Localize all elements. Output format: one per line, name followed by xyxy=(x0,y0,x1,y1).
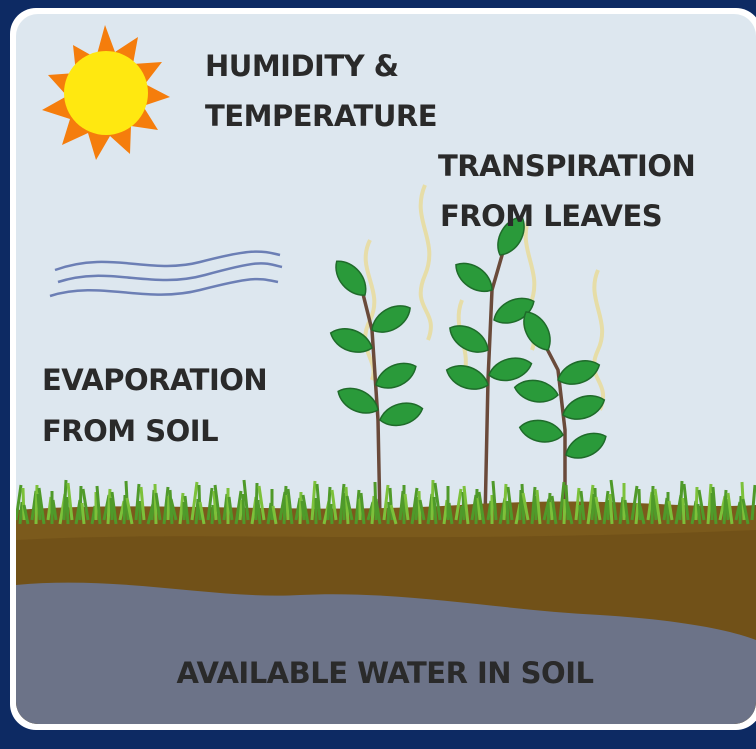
grass-blade xyxy=(124,495,125,524)
grass-blade xyxy=(608,500,609,520)
label-temperature: TEMPERATURE xyxy=(205,99,437,133)
grass-blade xyxy=(36,485,37,524)
label-humidity: HUMIDITY & xyxy=(205,49,399,83)
grass-blade xyxy=(696,487,697,520)
grass-blade xyxy=(67,497,68,524)
grass-blade xyxy=(639,489,640,520)
grass-blade xyxy=(683,498,684,524)
grass-blade xyxy=(419,491,420,524)
grass-blade xyxy=(20,502,22,524)
grass-blade xyxy=(152,490,154,520)
grass-blade xyxy=(388,502,389,524)
label-evaporation: EVAPORATION xyxy=(42,363,267,397)
grass-blade xyxy=(724,490,726,524)
grass-blade xyxy=(212,505,213,524)
grass-blade xyxy=(240,500,242,520)
diagram: HUMIDITY & TEMPERATURE TRANSPIRATION FRO… xyxy=(0,0,756,749)
grass-blade xyxy=(372,496,374,524)
grass-blade xyxy=(592,494,594,520)
grass-blade xyxy=(740,496,741,524)
grass-blade xyxy=(652,486,653,524)
grass-blade xyxy=(416,497,418,520)
grass-blade xyxy=(284,486,286,524)
grass-blade xyxy=(331,504,332,524)
grass-blade xyxy=(507,501,508,524)
grass-blade xyxy=(82,503,84,524)
grass-blade xyxy=(328,487,330,520)
grass-blade xyxy=(636,503,638,524)
grass-blade xyxy=(476,489,477,524)
grass-blade xyxy=(80,486,81,520)
grass-blade xyxy=(155,484,156,524)
grass-blade xyxy=(243,494,244,524)
grass-blade xyxy=(258,500,260,524)
grass-blade xyxy=(108,489,110,524)
grass-blade xyxy=(434,497,436,524)
label-from-soil: FROM SOIL xyxy=(42,414,218,448)
grass-blade xyxy=(698,504,700,524)
grass-blade xyxy=(344,493,345,520)
grass-blade xyxy=(460,506,462,524)
grass-blade xyxy=(300,492,301,524)
label-water: AVAILABLE WATER IN SOIL xyxy=(177,656,594,690)
grass-blade xyxy=(23,488,24,520)
grass-blade xyxy=(196,499,198,524)
grass-blade xyxy=(564,499,565,524)
grass-blade xyxy=(390,488,392,520)
label-from-leaves: FROM LEAVES xyxy=(440,199,662,233)
grass-blade xyxy=(610,494,612,524)
grass-blade xyxy=(520,490,521,520)
grass-blade xyxy=(595,488,596,524)
grass-blade xyxy=(548,493,550,524)
grass-blade xyxy=(168,496,169,520)
label-transpiration: TRANSPIRATION xyxy=(438,149,695,183)
